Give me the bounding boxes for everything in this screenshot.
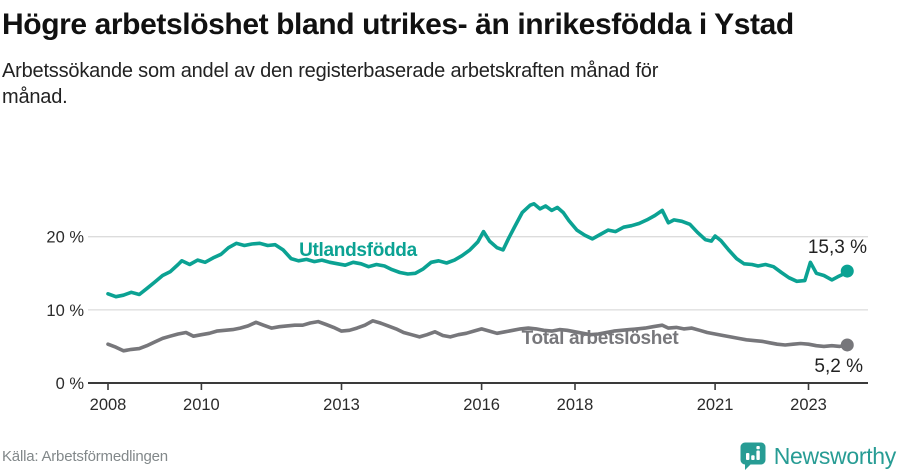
y-axis-tick-label: 10 % [46, 302, 84, 320]
chart-header: Högre arbetslöshet bland utrikes- än inr… [2, 6, 898, 111]
y-axis-tick-label: 0 % [56, 375, 85, 393]
x-axis-tick-label: 2016 [463, 396, 500, 414]
series-label: Total arbetslöshet [522, 328, 680, 349]
series-label: Utlandsfödda [299, 240, 418, 261]
chart-footer: Källa: Arbetsförmedlingen Newsworthy [0, 440, 900, 474]
x-axis-tick-label: 2010 [183, 396, 220, 414]
x-axis-tick-label: 2008 [90, 396, 127, 414]
chart-subtitle: Arbetssökande som andel av den registerb… [2, 59, 659, 109]
series-end-value: 5,2 % [814, 356, 863, 377]
series-end-value: 15,3 % [808, 237, 867, 258]
line-series [106, 201, 850, 299]
series-end-dot [840, 338, 854, 352]
unemployment-line-chart: 0 % 10 % 20 % 2008 2010 2013 2016 2018 2021 2023 U… [0, 165, 900, 427]
x-axis-tick-label: 2013 [323, 396, 360, 414]
brand-name: Newsworthy [773, 442, 897, 469]
x-axis-tick-label: 2021 [697, 396, 734, 414]
x-axis-tick-label: 2018 [557, 396, 594, 414]
newsworthy-logo: Newsworthy [739, 440, 896, 472]
y-axis-tick-label: 20 % [46, 229, 84, 247]
bar-chart-bubble-icon [740, 442, 766, 470]
source-note: Källa: Arbetsförmedlingen [2, 448, 168, 465]
x-axis-tick-label: 2023 [790, 396, 827, 414]
series-end-dot [840, 264, 854, 278]
chart-svg: 0 % 10 % 20 % 2008 2010 2013 2016 2018 2021 2023 U… [46, 201, 868, 414]
page-title: Högre arbetslöshet bland utrikes- än inr… [2, 8, 794, 41]
line-series [106, 319, 850, 353]
